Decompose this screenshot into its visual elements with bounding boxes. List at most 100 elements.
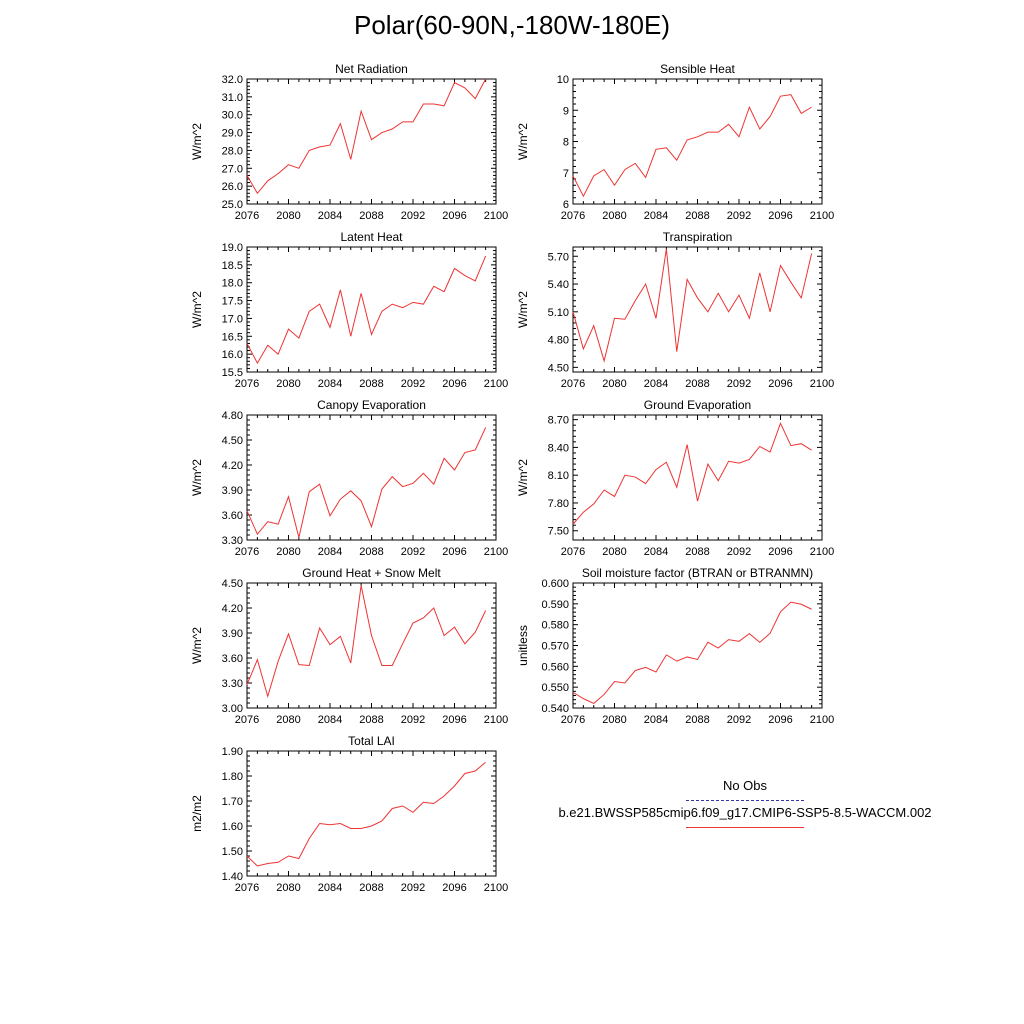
plot-frame [572, 582, 823, 709]
x-tick-label: 2096 [768, 714, 792, 726]
y-tick-label: 8.40 [548, 442, 569, 454]
series-line [246, 78, 487, 195]
series-line [572, 601, 812, 705]
y-axis-label: unitless [516, 625, 530, 666]
x-tick-label: 2084 [644, 546, 668, 558]
y-tick-label: 1.40 [222, 871, 243, 883]
x-tick-label: 2084 [318, 378, 342, 390]
series-line [572, 248, 813, 363]
x-tick-label: 2076 [235, 210, 259, 222]
x-tick-label: 2100 [484, 714, 508, 726]
x-tick-label: 2076 [235, 714, 259, 726]
y-tick-label: 1.70 [222, 796, 243, 808]
panel-title: Sensible Heat [660, 62, 735, 76]
y-tick-label: 4.50 [548, 362, 569, 374]
x-tick-label: 2080 [602, 210, 626, 222]
y-tick-label: 3.60 [222, 510, 243, 522]
y-tick-label: 4.50 [222, 435, 243, 447]
series-line [246, 427, 487, 538]
y-tick-label: 7.80 [548, 498, 569, 510]
x-tick-label: 2080 [602, 378, 626, 390]
y-tick-label: 17.0 [222, 313, 243, 325]
x-tick-label: 2080 [276, 210, 300, 222]
y-tick-label: 0.590 [541, 599, 569, 611]
x-tick-label: 2100 [484, 378, 508, 390]
plot-frame [246, 246, 497, 373]
y-tick-label: 3.30 [222, 535, 243, 547]
y-tick-label: 31.0 [222, 92, 243, 104]
panel-4: Canopy Evaporation W/m^2 2076 2080 2084 2088 2… [190, 398, 508, 558]
y-tick-label: 4.50 [222, 578, 243, 590]
x-tick-label: 2088 [359, 882, 383, 894]
y-tick-label: 1.50 [222, 846, 243, 858]
y-tick-label: 6 [563, 199, 569, 211]
plot-frame [572, 78, 823, 205]
y-tick-label: 5.40 [548, 279, 569, 291]
y-tick-label: 7 [563, 168, 569, 180]
y-tick-label: 3.90 [222, 485, 243, 497]
x-tick-label: 2096 [442, 210, 466, 222]
y-axis-label: W/m^2 [190, 123, 204, 160]
x-tick-label: 2080 [602, 714, 626, 726]
y-tick-label: 7.50 [548, 526, 569, 538]
y-tick-label: 32.0 [222, 74, 243, 86]
y-tick-label: 26.0 [222, 181, 243, 193]
panel-0: Net Radiation W/m^2 2076 2080 2084 2088 2092 20… [190, 62, 508, 222]
x-tick-label: 2076 [235, 882, 259, 894]
series-line [572, 422, 812, 525]
panel-7: Soil moisture factor (BTRAN or BTRANMN) u… [516, 566, 834, 726]
x-tick-label: 2084 [318, 714, 342, 726]
x-tick-label: 2092 [727, 546, 751, 558]
y-tick-label: 8 [563, 137, 569, 149]
legend-obs-label: No Obs [722, 778, 768, 793]
x-tick-label: 2076 [235, 378, 259, 390]
y-tick-label: 19.0 [222, 242, 243, 254]
series-line [572, 94, 812, 198]
y-axis-label: W/m^2 [190, 291, 204, 328]
plot-frame [246, 78, 497, 205]
y-tick-label: 0.560 [541, 661, 569, 673]
y-tick-label: 0.580 [541, 620, 569, 632]
y-tick-label: 18.5 [222, 260, 243, 272]
y-tick-label: 16.0 [222, 349, 243, 361]
panel-8: Total LAI m2/m2 2076 2080 2084 2088 2092 2096 21… [190, 734, 508, 894]
x-tick-label: 2080 [276, 714, 300, 726]
y-tick-label: 8.70 [548, 415, 569, 427]
x-tick-label: 2100 [810, 378, 834, 390]
x-tick-label: 2100 [484, 546, 508, 558]
x-tick-label: 2088 [359, 378, 383, 390]
x-tick-label: 2092 [401, 882, 425, 894]
plot-frame [572, 246, 823, 373]
x-tick-label: 2100 [810, 714, 834, 726]
x-tick-label: 2096 [768, 546, 792, 558]
x-tick-label: 2084 [318, 882, 342, 894]
y-axis-label: W/m^2 [190, 459, 204, 496]
x-tick-label: 2096 [442, 882, 466, 894]
legend: No Obs b.e21.BWSSP585cmip6.f09_g17.CMIP6… [520, 778, 970, 832]
x-tick-label: 2088 [685, 210, 709, 222]
x-tick-label: 2092 [401, 210, 425, 222]
y-tick-label: 9 [563, 105, 569, 117]
series-line [246, 761, 486, 867]
y-tick-label: 4.80 [222, 410, 243, 422]
panel-title: Transpiration [663, 230, 733, 244]
y-tick-label: 18.0 [222, 278, 243, 290]
x-tick-label: 2088 [359, 210, 383, 222]
x-tick-label: 2092 [727, 714, 751, 726]
y-axis-label: W/m^2 [516, 459, 530, 496]
x-tick-label: 2100 [810, 546, 834, 558]
y-tick-label: 1.60 [222, 821, 243, 833]
x-tick-label: 2088 [359, 714, 383, 726]
x-tick-label: 2076 [561, 210, 585, 222]
x-tick-label: 2080 [276, 882, 300, 894]
y-axis-label: W/m^2 [190, 627, 204, 664]
x-tick-label: 2076 [561, 546, 585, 558]
x-tick-label: 2088 [685, 378, 709, 390]
x-tick-label: 2096 [442, 714, 466, 726]
x-tick-label: 2092 [401, 546, 425, 558]
x-tick-label: 2092 [401, 378, 425, 390]
y-tick-label: 1.90 [222, 746, 243, 758]
y-tick-label: 8.10 [548, 470, 569, 482]
x-tick-label: 2096 [768, 210, 792, 222]
x-tick-label: 2100 [484, 882, 508, 894]
